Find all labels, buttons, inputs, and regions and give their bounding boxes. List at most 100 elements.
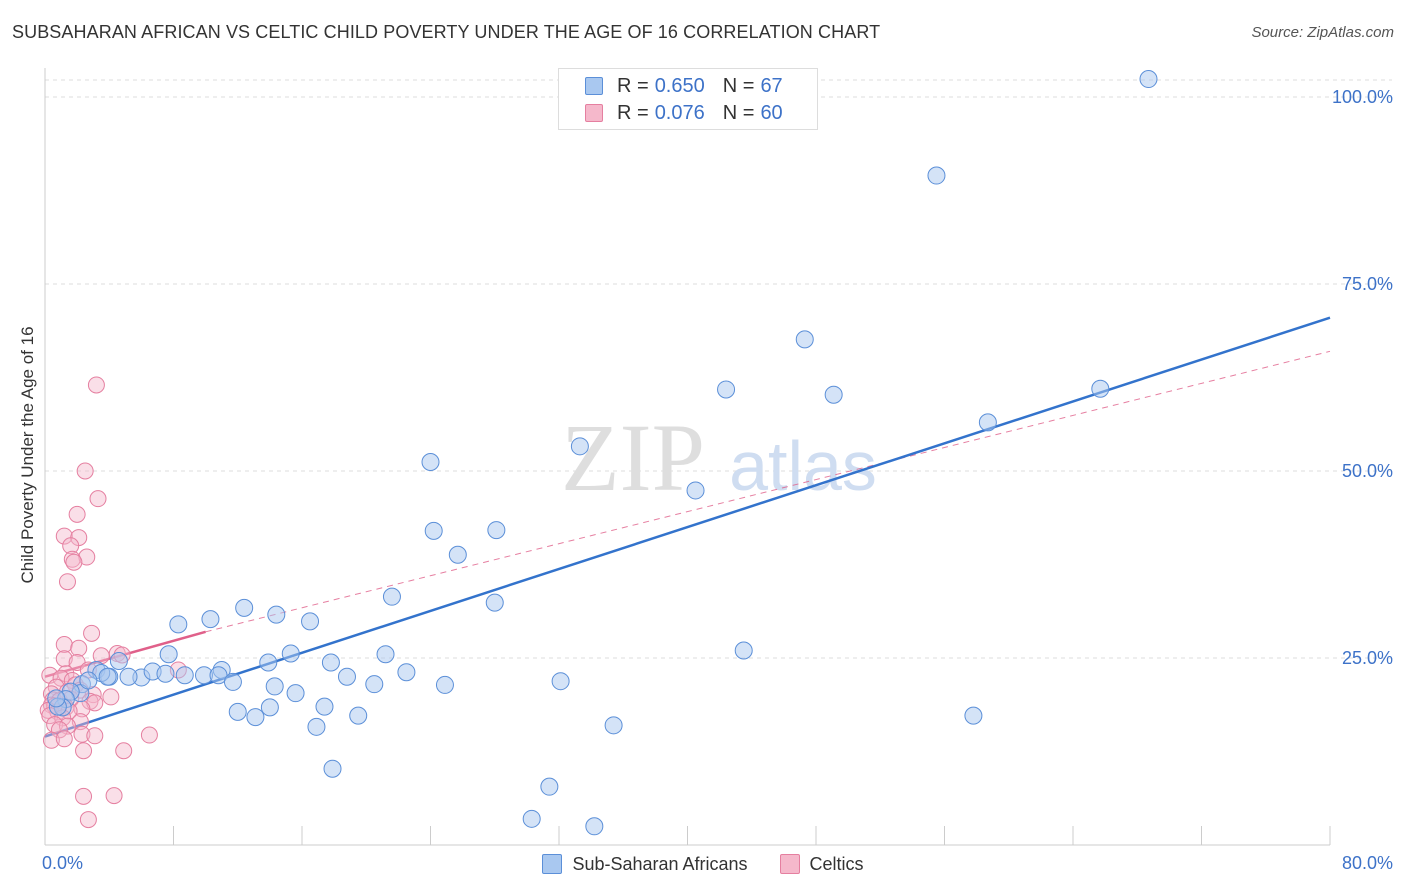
celtics-point xyxy=(140,726,158,744)
celtics-point xyxy=(86,727,104,745)
legend-item-sub-saharan[interactable]: Sub-Saharan Africans xyxy=(542,853,748,875)
n-label: N = xyxy=(722,101,755,124)
celtics-point xyxy=(89,490,107,508)
sub-saharan-point xyxy=(795,330,814,349)
sub-saharan-point xyxy=(487,521,506,540)
trend-layer xyxy=(44,316,1331,738)
celtics-point xyxy=(79,811,97,829)
sub-saharan-point xyxy=(551,672,570,691)
n-label: N = xyxy=(722,74,755,97)
sub-saharan-point xyxy=(435,675,454,694)
sub-saharan-point xyxy=(337,667,356,686)
sub-saharan-point xyxy=(109,651,128,670)
sub-saharan-point xyxy=(175,666,194,685)
r-label: R = xyxy=(617,101,649,124)
pink-swatch xyxy=(585,104,603,122)
sub-saharan-point xyxy=(201,610,220,629)
celtics-point xyxy=(63,550,81,568)
legend-label: Sub-Saharan Africans xyxy=(572,853,748,874)
celtics-point xyxy=(83,624,101,642)
points-layer xyxy=(39,70,1158,836)
sub-saharan-point xyxy=(424,521,443,540)
celtics-point xyxy=(76,462,94,480)
sub-saharan-point xyxy=(1139,70,1158,89)
celtics-point xyxy=(57,665,75,683)
axis-layer xyxy=(44,68,1331,846)
sub-saharan-point xyxy=(349,706,368,725)
celtics-point xyxy=(55,730,73,748)
pink-swatch xyxy=(779,854,800,874)
series-legend: Sub-Saharan Africans Celtics xyxy=(0,852,1406,876)
sub-saharan-point xyxy=(927,166,946,185)
stats-row-celtics: R = 0.076 N = 60 xyxy=(585,100,783,126)
sub-saharan-point xyxy=(540,777,559,796)
sub-saharan-point xyxy=(585,817,604,836)
sub-saharan-point xyxy=(307,717,326,736)
sub-saharan-point xyxy=(978,413,997,432)
watermark: ZIP atlas xyxy=(561,404,877,511)
sub-saharan-trend-line xyxy=(44,316,1331,738)
blue-swatch xyxy=(542,854,563,874)
sub-saharan-point xyxy=(246,708,265,727)
n-value: 67 xyxy=(760,74,783,97)
celtics-point xyxy=(58,717,76,735)
sub-saharan-point xyxy=(382,587,401,606)
sub-saharan-point xyxy=(964,706,983,725)
sub-saharan-point xyxy=(1091,379,1110,398)
sub-saharan-point xyxy=(686,481,705,500)
celtics-point xyxy=(115,742,133,760)
sub-saharan-point xyxy=(259,653,278,672)
celtics-point xyxy=(62,537,80,555)
sub-saharan-point xyxy=(301,612,320,631)
sub-saharan-point xyxy=(717,380,736,399)
y-tick-label: 100.0% xyxy=(1332,87,1393,107)
sub-saharan-point xyxy=(169,615,188,634)
sub-saharan-point xyxy=(98,667,117,686)
sub-saharan-point xyxy=(315,697,334,716)
stats-legend: R = 0.650 N = 67 R = 0.076 N = 60 xyxy=(558,68,818,130)
y-axis-label: Child Poverty Under the Age of 16 xyxy=(18,326,37,584)
sub-saharan-point xyxy=(323,759,342,778)
sub-saharan-point xyxy=(47,689,66,708)
celtics-point xyxy=(70,639,88,657)
celtics-point xyxy=(102,688,120,706)
legend-label: Celtics xyxy=(809,853,864,874)
sub-saharan-point xyxy=(281,644,300,663)
celtics-point xyxy=(68,505,86,523)
sub-saharan-point xyxy=(376,645,395,664)
celtics-point xyxy=(65,553,83,571)
sub-saharan-point xyxy=(824,385,843,404)
stats-row-sub-saharan: R = 0.650 N = 67 xyxy=(585,73,783,99)
sub-saharan-point xyxy=(570,437,589,456)
watermark-atlas: atlas xyxy=(729,427,877,505)
sub-saharan-point xyxy=(365,675,384,694)
sub-saharan-point xyxy=(286,684,305,703)
x-tick-label-max: 80.0% xyxy=(1342,853,1393,873)
y-tick-label: 75.0% xyxy=(1342,274,1393,294)
celtics-point xyxy=(78,548,96,566)
sub-saharan-point xyxy=(604,716,623,735)
r-value: 0.076 xyxy=(654,101,705,124)
sub-saharan-point xyxy=(522,809,541,828)
n-value: 60 xyxy=(760,101,783,124)
sub-saharan-point xyxy=(448,545,467,564)
y-tick-label: 50.0% xyxy=(1342,461,1393,481)
tick-label-layer: 25.0% 50.0% 75.0% 100.0% 0.0% 80.0% xyxy=(42,87,1393,873)
sub-saharan-point xyxy=(321,653,340,672)
sub-saharan-point xyxy=(228,702,247,721)
sub-saharan-point xyxy=(734,641,753,660)
celtics-point xyxy=(42,731,60,749)
sub-saharan-point xyxy=(260,698,279,717)
sub-saharan-point xyxy=(235,598,254,617)
celtics-point xyxy=(75,742,93,760)
grid-layer xyxy=(45,79,1392,659)
sub-saharan-point xyxy=(267,605,286,624)
celtics-point xyxy=(55,636,73,654)
celtics-point xyxy=(71,713,89,731)
celtics-point xyxy=(55,650,73,668)
sub-saharan-point xyxy=(485,593,504,612)
sub-saharan-point xyxy=(223,672,242,691)
celtics-point xyxy=(75,787,93,805)
legend-item-celtics[interactable]: Celtics xyxy=(779,853,864,875)
